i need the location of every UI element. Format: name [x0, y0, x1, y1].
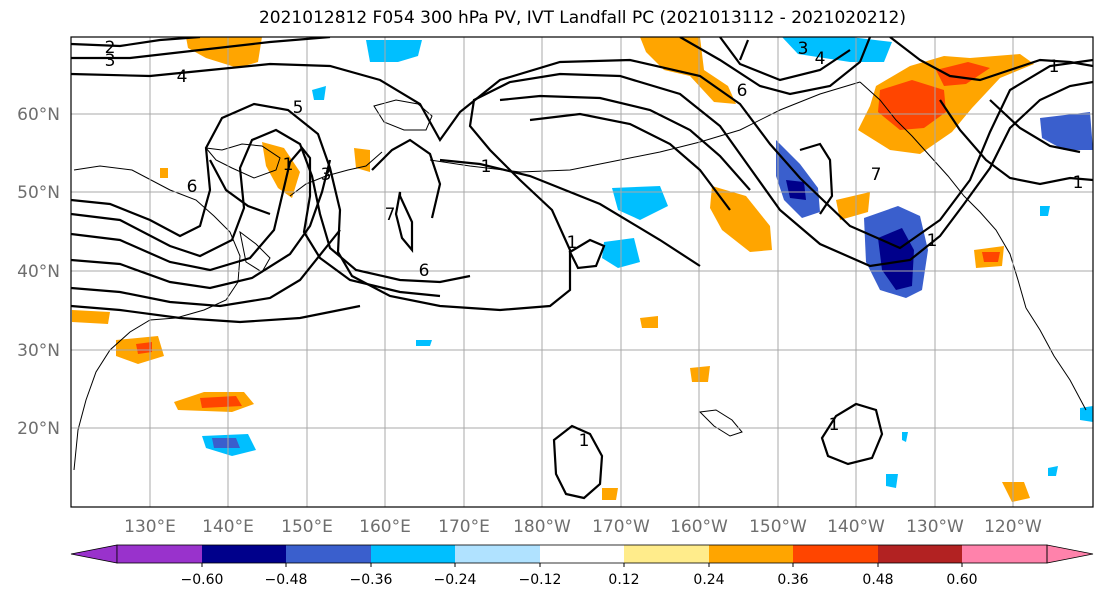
colorbar-segment — [1046, 544, 1094, 564]
pv-contours — [71, 37, 1093, 500]
contour-label: 3 — [321, 165, 332, 185]
contour-label: 7 — [871, 165, 882, 185]
colorbar-tick: −0.24 — [434, 572, 477, 588]
contour-label: 3 — [105, 51, 116, 71]
contour-label: 1 — [1073, 173, 1084, 193]
graticule — [71, 37, 1093, 507]
lat-label: 60°N — [17, 105, 60, 125]
colorbar-segment — [878, 545, 962, 563]
colorbar-segment — [793, 545, 878, 563]
contour-label: 4 — [177, 67, 188, 87]
contour-label: 4 — [815, 49, 826, 69]
colorbar-segment — [962, 545, 1047, 563]
contour-label: 7 — [385, 205, 396, 225]
contour-label: 1 — [927, 231, 938, 251]
lon-label: 160°E — [359, 517, 411, 537]
contour-label: 1 — [283, 155, 294, 175]
colorbar-tick: −0.36 — [350, 572, 393, 588]
colorbar-tick: 0.24 — [693, 572, 724, 588]
lon-label: 140°W — [827, 517, 885, 537]
contour-label: 1 — [1049, 57, 1060, 77]
contour-label: 1 — [829, 415, 840, 435]
latitude-labels: 60°N 50°N 40°N 30°N 20°N — [17, 105, 60, 439]
contour-label: 3 — [798, 39, 809, 59]
colorbar: −0.60 −0.48 −0.36 −0.24 −0.12 0.12 0.24 … — [70, 544, 1094, 588]
colorbar-tick: 0.60 — [946, 572, 977, 588]
colorbar-segment — [624, 545, 709, 563]
lon-label: 170°W — [592, 517, 650, 537]
contour-label: 1 — [481, 157, 492, 177]
contour-label: 2 — [105, 38, 116, 58]
lon-label: 120°W — [984, 517, 1042, 537]
colorbar-tick: 0.12 — [608, 572, 639, 588]
lon-label: 140°E — [202, 517, 254, 537]
colorbar-segment — [286, 545, 371, 563]
colorbar-segment — [455, 545, 540, 563]
lon-label: 170°E — [438, 517, 490, 537]
contour-labels: 2 3 4 5 6 1 7 3 6 1 1 1 3 4 6 7 1 1 1 1 — [105, 38, 1084, 451]
colorbar-tick: −0.48 — [265, 572, 308, 588]
contour-label: 1 — [579, 431, 590, 451]
colorbar-segment — [117, 545, 202, 563]
colorbar-segment — [709, 545, 793, 563]
map-title: 2021012812 F054 300 hPa PV, IVT Landfall… — [258, 8, 906, 28]
lat-label: 50°N — [17, 183, 60, 203]
contour-label: 5 — [293, 98, 304, 118]
lon-label: 180°W — [513, 517, 571, 537]
contour-label: 6 — [187, 177, 198, 197]
contour-label: 6 — [737, 81, 748, 101]
lon-label: 160°W — [670, 517, 728, 537]
lat-label: 20°N — [17, 419, 60, 439]
longitude-labels: 130°E 140°E 150°E 160°E 170°E 180°W 170°… — [124, 517, 1042, 537]
colorbar-tick: −0.60 — [181, 572, 224, 588]
contour-label: 1 — [567, 233, 578, 253]
colorbar-segment — [540, 545, 624, 563]
lat-label: 40°N — [17, 262, 60, 282]
colorbar-tick: 0.36 — [777, 572, 808, 588]
lon-label: 130°E — [124, 517, 176, 537]
colorbar-segment — [371, 545, 455, 563]
map-frame — [70, 36, 1094, 508]
lat-label: 30°N — [17, 341, 60, 361]
lon-label: 130°W — [906, 517, 964, 537]
colorbar-tick: 0.48 — [862, 572, 893, 588]
lon-label: 150°W — [749, 517, 807, 537]
colorbar-tick: −0.12 — [519, 572, 562, 588]
colorbar-segment — [70, 544, 118, 564]
lon-label: 150°E — [281, 517, 333, 537]
colorbar-segment — [202, 545, 286, 563]
contour-label: 6 — [419, 261, 430, 281]
